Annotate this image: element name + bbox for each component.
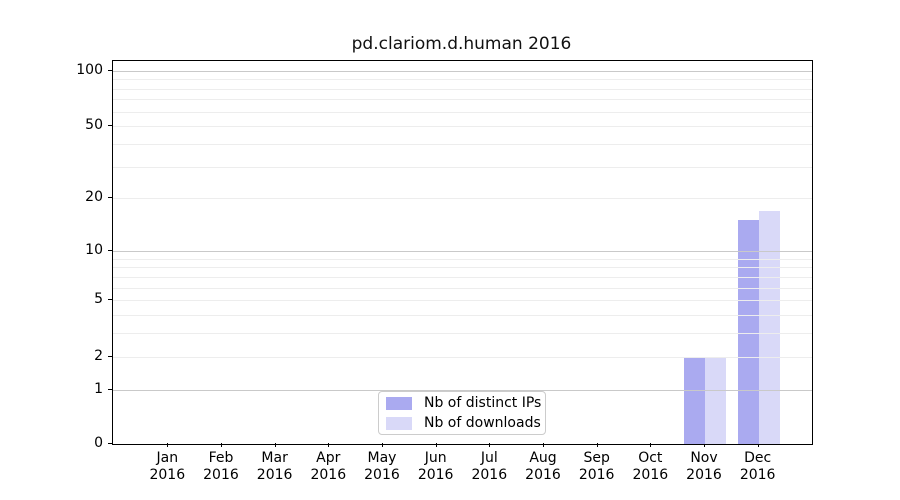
- x-tick: [757, 443, 759, 447]
- y-tick-label: 100: [76, 61, 103, 78]
- x-tick-month: Jun: [424, 450, 447, 466]
- x-tick-month: Nov: [690, 450, 718, 466]
- gridline-minor: [113, 333, 812, 335]
- legend-row-distinct-ips: Nb of distinct IPs: [379, 395, 545, 412]
- x-tick: [381, 443, 383, 447]
- x-tick-month: Feb: [208, 450, 234, 466]
- x-tick: [328, 443, 330, 447]
- x-tick-label: Nov 2016: [672, 450, 736, 484]
- x-tick-year: 2016: [364, 467, 400, 483]
- y-tick-label: 20: [85, 189, 103, 206]
- x-tick: [167, 443, 169, 447]
- legend-label-distinct-ips: Nb of distinct IPs: [424, 395, 542, 411]
- legend-swatch-distinct-ips: [386, 396, 412, 410]
- x-tick-year: 2016: [256, 467, 293, 483]
- gridline-minor: [113, 356, 812, 358]
- x-tick-label: Sep 2016: [565, 450, 629, 484]
- x-tick-year: 2016: [525, 467, 561, 483]
- x-tick-label: Aug 2016: [511, 450, 575, 484]
- legend-label-downloads: Nb of downloads: [424, 415, 541, 431]
- x-tick-month: Sep: [583, 450, 610, 466]
- x-tick: [489, 443, 491, 447]
- y-tick-label: 10: [85, 241, 103, 258]
- gridline-minor: [113, 143, 812, 145]
- x-tick-year: 2016: [632, 467, 669, 483]
- y-tick-label: 1: [94, 380, 103, 397]
- gridline-minor: [113, 267, 812, 269]
- x-tick-year: 2016: [686, 467, 722, 483]
- y-tick: [108, 69, 112, 71]
- y-tick: [108, 197, 112, 199]
- x-tick-year: 2016: [578, 467, 615, 483]
- y-tick: [108, 355, 112, 357]
- gridline-minor: [113, 300, 812, 302]
- x-tick-year: 2016: [203, 467, 239, 483]
- x-tick: [650, 443, 652, 447]
- x-tick-label: Oct 2016: [618, 450, 682, 484]
- y-tick-label: 50: [85, 117, 103, 134]
- gridline-minor: [113, 287, 812, 289]
- x-tick: [435, 443, 437, 447]
- gridline-minor: [113, 79, 812, 81]
- y-tick-label: 2: [94, 347, 103, 364]
- gridline-major: [113, 70, 812, 72]
- x-tick-month: Dec: [744, 450, 772, 466]
- gridline-major: [113, 250, 812, 252]
- bar-distinct-ips-dec: [737, 220, 759, 444]
- y-tick: [108, 443, 112, 444]
- y-tick: [108, 388, 112, 390]
- gridline-major: [113, 389, 812, 391]
- gridline-minor: [113, 166, 812, 168]
- bar-downloads-dec: [758, 210, 780, 444]
- x-tick-month: Mar: [261, 450, 288, 466]
- x-tick-month: Oct: [638, 450, 663, 466]
- x-tick-month: Jul: [480, 450, 498, 466]
- chart-title: pd.clariom.d.human 2016: [351, 34, 572, 54]
- x-tick-label: Jun 2016: [404, 450, 468, 484]
- bar-distinct-ips-nov: [684, 356, 705, 444]
- x-tick-label: Jan 2016: [135, 450, 199, 484]
- x-tick-label: May 2016: [350, 450, 414, 484]
- x-tick: [542, 443, 544, 447]
- bar-downloads-nov: [705, 356, 726, 444]
- x-tick-month: Jan: [156, 450, 179, 466]
- x-tick-year: 2016: [417, 467, 454, 483]
- x-tick: [220, 443, 222, 447]
- plot-area: [112, 60, 813, 445]
- y-tick: [108, 249, 112, 251]
- legend-swatch-downloads: [386, 416, 412, 430]
- x-tick-month: Aug: [529, 450, 557, 466]
- legend-row-downloads: Nb of downloads: [379, 415, 545, 432]
- gridline-minor: [113, 258, 812, 260]
- gridline-minor: [113, 99, 812, 101]
- x-tick-year: 2016: [310, 467, 347, 483]
- x-tick-label: Apr 2016: [296, 450, 360, 484]
- y-tick: [108, 125, 112, 127]
- x-tick-year: 2016: [471, 467, 508, 483]
- y-tick-label: 5: [94, 291, 103, 308]
- x-tick-month: May: [367, 450, 397, 466]
- x-tick-year: 2016: [149, 467, 186, 483]
- legend: Nb of distinct IPs Nb of downloads: [378, 391, 546, 435]
- x-tick-label: Mar 2016: [243, 450, 307, 484]
- gridline-minor: [113, 198, 812, 200]
- x-tick-label: Feb 2016: [189, 450, 253, 484]
- x-tick-year: 2016: [739, 467, 776, 483]
- gridline-minor: [113, 88, 812, 90]
- x-tick: [596, 443, 598, 447]
- gridline-minor: [113, 111, 812, 113]
- gridline-minor: [113, 276, 812, 278]
- x-tick: [274, 443, 276, 447]
- x-tick: [704, 443, 705, 447]
- x-tick-label: Jul 2016: [457, 450, 521, 484]
- y-tick: [108, 299, 112, 301]
- x-tick-month: Apr: [316, 450, 341, 466]
- gridline-minor: [113, 315, 812, 317]
- y-tick-label: 0: [94, 435, 103, 451]
- x-tick-label: Dec 2016: [726, 450, 790, 484]
- gridline-minor: [113, 126, 812, 128]
